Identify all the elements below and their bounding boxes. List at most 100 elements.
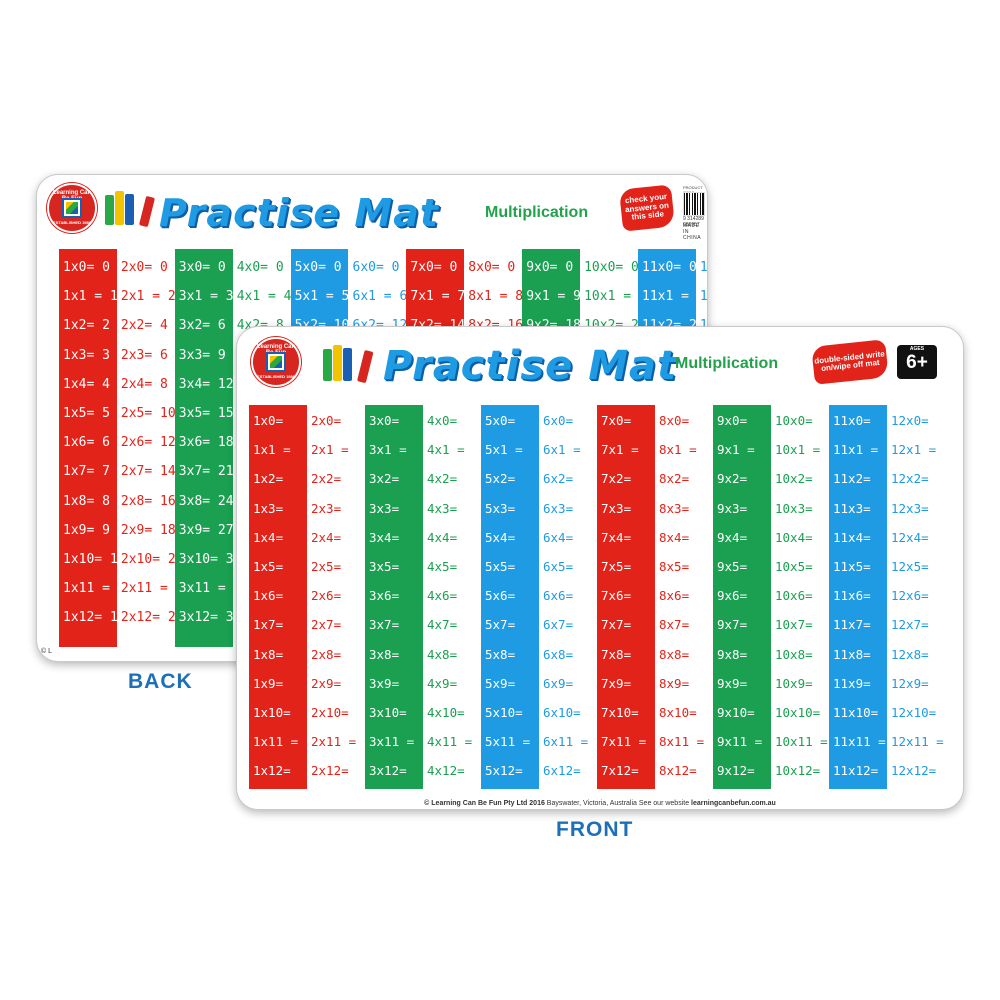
times-table-cell: 2x0= — [311, 413, 342, 428]
times-table-column: 10x0= 10x1 = 10x2= 10x3= 10x4= 10x5= 10x6= 10x7… — [771, 405, 829, 789]
times-table-cell: 12x11 = — [891, 734, 944, 750]
times-table-cell: 9x1 = — [717, 442, 755, 458]
times-table-cell: 10x7= — [775, 617, 813, 633]
learning-can-be-fun-logo: Learning Can Be Fun ESTABLISHED 1986 — [47, 183, 97, 233]
times-table-cell: 8x3= — [659, 500, 690, 516]
times-table-cell: 10x2= — [775, 471, 813, 487]
times-table-cell: 2x10= — [311, 705, 349, 720]
times-table-cell: 3x9= 27 — [178, 522, 234, 538]
times-table-cell: 7x4= — [601, 529, 632, 545]
times-table-cell: 11x0= 0 — [642, 260, 697, 275]
times-table-cell: 3x5= 15 — [178, 406, 234, 421]
times-table-cell: 10x1 = — [775, 442, 821, 458]
times-table-cell: 3x12= — [369, 763, 407, 779]
times-table-cell: 7x5= — [601, 559, 632, 574]
mat-subtitle: Multiplication — [485, 204, 589, 221]
times-table-cell: 2x2= 4 — [120, 318, 168, 334]
times-table-cell: 3x5= — [369, 559, 400, 574]
copyright-url: learningcanbefun.com.au — [691, 800, 776, 807]
times-table-cell: 12x9= — [891, 675, 929, 691]
times-table-cell: 1x1 = 1 — [63, 289, 118, 305]
times-table-cell: 5x1 = — [485, 442, 523, 458]
times-table-cell: 6x3= — [543, 500, 574, 516]
times-table-cell: 2x6= — [311, 588, 342, 604]
times-table-cell: 2x7= — [311, 617, 342, 633]
times-table-cell: 1x12= — [253, 763, 291, 779]
times-table-cell: 6x0= 0 — [352, 260, 400, 275]
front-mat: Learning Can Be Fun ESTABLISHED 1986 Pra… — [236, 326, 964, 810]
times-table-cell: 3x10= — [369, 705, 407, 720]
times-table-cell: 3x2= 6 — [178, 318, 226, 334]
times-table-cell: 2x12= 24 — [120, 610, 184, 626]
times-table-cell: 5x1 = 5 — [294, 289, 350, 305]
made-in-text: MADE IN CHINA — [683, 223, 702, 241]
times-table-cell: 2x7= 14 — [120, 464, 176, 480]
times-table-column: 2x0= 2x1 = 2x2= 2x3= 2x4= 2x5= 2x6= 2x7= 2x8= 2x9… — [307, 405, 365, 789]
times-table-cell: 6x8= — [543, 646, 574, 662]
times-table-cell: 5x7= — [485, 617, 516, 633]
times-table-cell: 10x6= — [775, 588, 813, 604]
times-table-cell: 5x2= — [485, 471, 516, 487]
times-table-cell: 12x0= — [891, 413, 929, 428]
times-table-cell: 10x3= — [775, 500, 813, 516]
times-table-cell: 9x1 = 9 — [526, 289, 581, 305]
times-table-cell: 1x10= 10 — [63, 552, 126, 567]
times-table-cell: 6x0= — [543, 413, 574, 428]
times-table-cell: 12x6= — [891, 588, 929, 604]
times-table-column: 1x0= 1x1 = 1x2= 1x3= 1x4= 1x5= 1x6= 1x7= 1x8= 1x9… — [249, 405, 307, 789]
times-table-cell: 11x7= — [833, 617, 871, 633]
times-table-column: 12x0= 0 12x1 = 12 12x2= 24 — [696, 249, 708, 647]
times-table-cell: 8x0= — [659, 413, 690, 428]
times-table-cell: 1x0= 0 — [63, 260, 110, 275]
times-table-cell: 1x2= 2 — [63, 318, 110, 334]
times-table-cell: 12x0= 0 — [699, 260, 708, 275]
times-table-cell: 2x9= 18 — [120, 522, 176, 538]
times-table-cell: 8x0= 0 — [468, 260, 516, 275]
times-table-column: 7x0= 7x1 = 7x2= 7x3= 7x4= 7x5= 7x6= 7x7= 7x8= 7x9… — [597, 405, 655, 789]
times-table-cell: 9x7= — [717, 617, 748, 633]
times-table-cell: 8x6= — [659, 588, 690, 604]
ages-badge: AGES 6+ — [897, 345, 937, 379]
times-table-cell: 8x2= — [659, 471, 690, 487]
times-table-cell: 3x7= 21 — [178, 464, 234, 480]
times-table-cell: 2x5= — [311, 559, 342, 574]
times-table-cell: 3x0= — [369, 413, 400, 428]
times-table-cell: 7x0= — [601, 413, 632, 428]
front-copyright: © Learning Can Be Fun Pty Ltd 2016 Baysw… — [237, 800, 963, 807]
times-table-cell: 9x0= 0 — [526, 260, 574, 275]
times-table-cell: 6x6= — [543, 588, 574, 604]
times-table-cell: 8x12= — [659, 763, 697, 779]
times-table-cell: 11x6= — [833, 588, 871, 604]
times-table-column: 4x0= 4x1 = 4x2= 4x3= 4x4= 4x5= 4x6= 4x7= 4x8= 4x9… — [423, 405, 481, 789]
times-table-cell: 9x5= — [717, 559, 748, 574]
times-table-cell: 8x7= — [659, 617, 690, 633]
times-table-cell: 10x10= — [775, 705, 821, 720]
times-table-cell: 11x4= — [833, 529, 871, 545]
times-table-cell: 12x1 = — [891, 442, 937, 458]
times-table-cell: 7x6= — [601, 588, 632, 604]
times-table-cell: 2x11 = 22 — [120, 581, 192, 597]
times-table-cell: 8x11 = — [659, 734, 705, 750]
times-table-cell: 1x10= — [253, 705, 291, 720]
times-table-cell: 10x0= 0 — [584, 260, 639, 275]
times-table-cell: 5x3= — [485, 500, 516, 516]
times-table-cell: 1x9= 9 — [63, 522, 110, 538]
times-table-cell: 2x8= 16 — [120, 493, 176, 509]
barcode-number: 9 314289 030957 — [683, 216, 704, 228]
times-table-cell: 6x5= — [543, 559, 574, 574]
times-table-cell: 5x8= — [485, 646, 516, 662]
times-table-cell: 6x7= — [543, 617, 574, 633]
times-table-cell: 10x0= — [775, 413, 813, 428]
double-sided-badge: double-sided write on/wipe off mat — [811, 339, 889, 385]
times-table-cell: 3x0= 0 — [178, 260, 226, 275]
answers-badge: check your answers on this side — [618, 184, 676, 232]
times-table-cell: 5x0= 0 — [294, 260, 342, 275]
times-table-cell: 6x1 = — [543, 442, 581, 458]
times-table-cell: 5x10= — [485, 705, 523, 720]
times-table-column: 1x0= 0 1x1 = 1 1x2= 2 1x3= 3 1x4= 4 1x5= 5 1x6… — [59, 249, 133, 647]
times-table-cell: 2x10= 20 — [120, 552, 184, 567]
times-table-cell: 5x12= — [485, 763, 523, 779]
times-table-cell: 1x1 = — [253, 442, 291, 458]
times-table-cell: 9x3= — [717, 500, 748, 516]
times-table-cell: 3x9= — [369, 675, 400, 691]
